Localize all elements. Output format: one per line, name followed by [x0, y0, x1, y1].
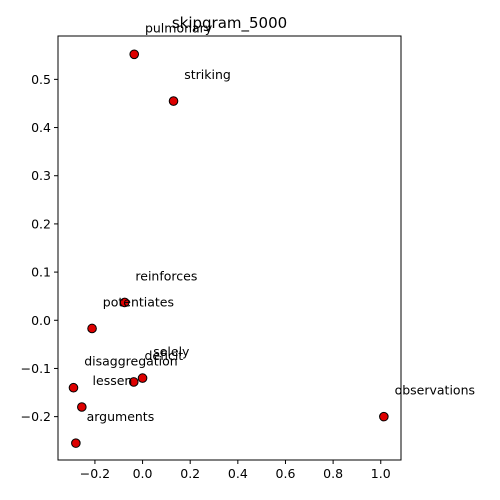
point-label: disaggregation — [84, 354, 178, 369]
x-tick-label: 0.8 — [323, 466, 343, 481]
y-tick-label: 0.4 — [31, 120, 51, 135]
x-tick-label: 0.2 — [180, 466, 200, 481]
y-tick-label: −0.2 — [21, 409, 51, 424]
x-tick-label: 0.4 — [228, 466, 248, 481]
data-point — [77, 402, 87, 412]
point-labels: pulmonary striking reinforces potentiates so… — [84, 20, 475, 424]
data-point — [68, 382, 79, 393]
y-tick-label: 0.3 — [31, 168, 51, 183]
point-label: arguments — [87, 409, 155, 424]
plot-frame — [57, 35, 402, 461]
x-tick-label: 0.6 — [276, 466, 296, 481]
point-label: deficit — [144, 348, 183, 363]
point-label: observations — [395, 383, 475, 398]
point-label: reinforces — [135, 268, 197, 283]
data-point — [71, 438, 81, 448]
data-point — [87, 323, 97, 334]
y-tick-label: 0.2 — [31, 216, 51, 231]
y-tick-label: 0.0 — [31, 313, 51, 328]
data-point — [119, 297, 130, 308]
data-point — [128, 377, 139, 387]
data-point — [379, 411, 389, 422]
point-label: lessen — [93, 373, 133, 388]
x-tick-label: 0.0 — [133, 466, 153, 481]
data-point — [129, 49, 140, 60]
y-tick-label: −0.1 — [21, 361, 51, 376]
point-label: pulmonary — [145, 20, 213, 35]
x-tick-label: −0.2 — [80, 466, 110, 481]
point-label: solely — [153, 344, 190, 359]
x-tick-label: 1.0 — [371, 466, 391, 481]
point-label: potentiates — [103, 294, 174, 309]
y-tick-label: 0.5 — [31, 72, 51, 87]
y-tick-label: 0.1 — [31, 265, 51, 280]
data-points — [68, 49, 389, 448]
chart-title: skipgram_5000 — [172, 14, 287, 33]
point-label: striking — [184, 67, 231, 82]
data-point — [137, 373, 148, 383]
axis-ticks: −0.2 0.0 0.2 0.4 0.6 0.8 1.0 −0.2 −0.1 0.0 0.1 0.2 0… — [21, 72, 391, 481]
data-point — [168, 96, 179, 106]
